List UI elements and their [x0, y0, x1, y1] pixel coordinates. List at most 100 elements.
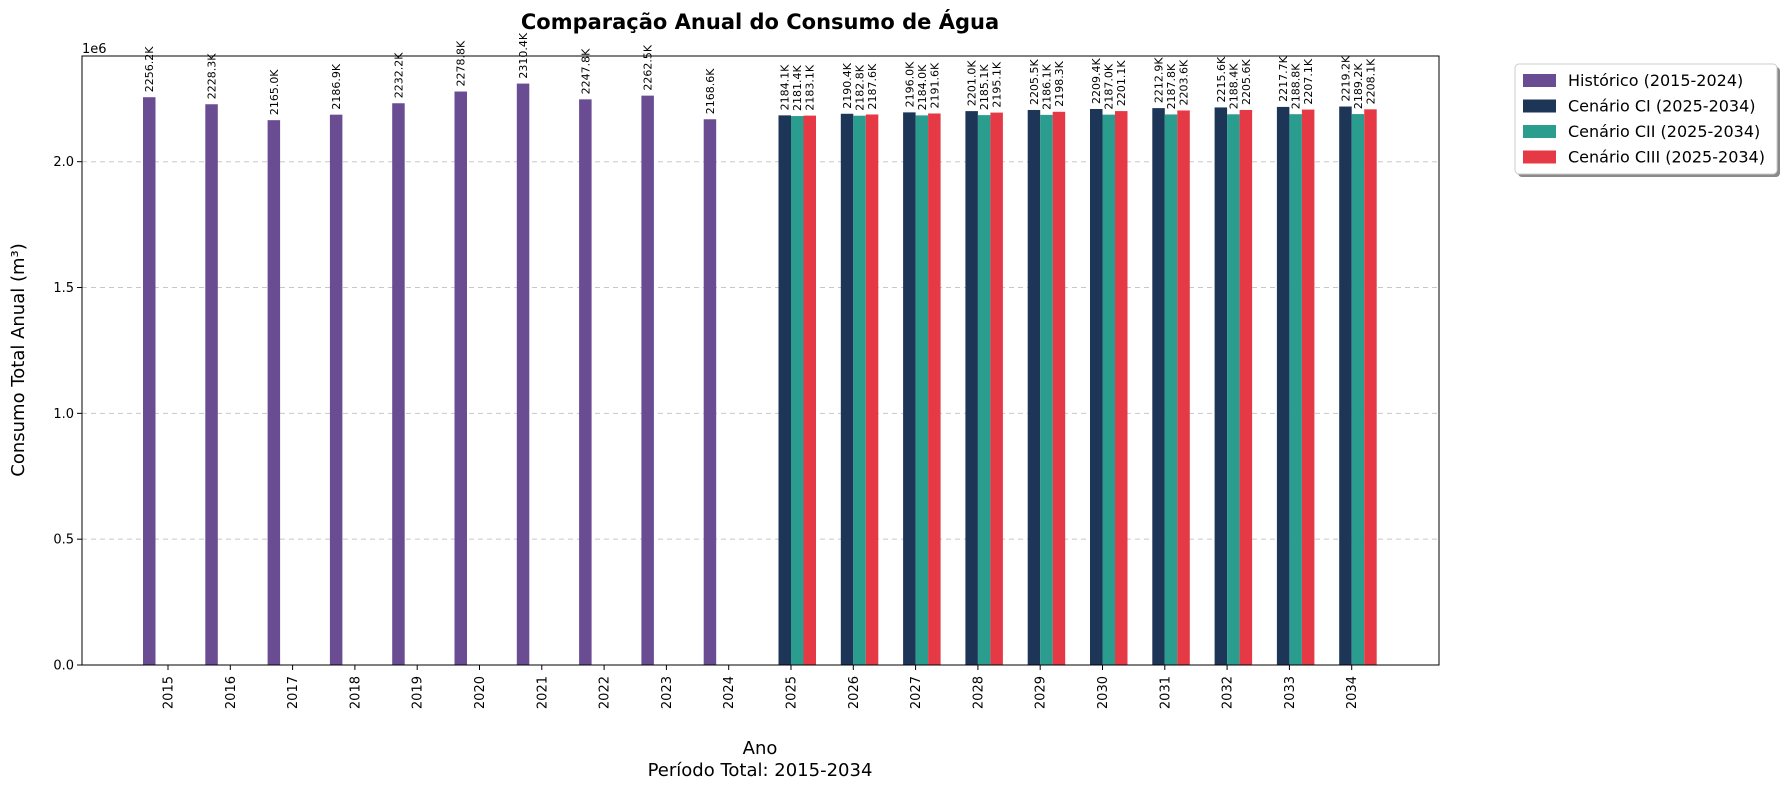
bar-value-label: 2262.5K [642, 44, 655, 90]
bar [1040, 114, 1053, 665]
bar-value-label: 2217.7K [1277, 55, 1290, 101]
x-tick-label: 2018 [348, 676, 363, 709]
bar [267, 120, 281, 665]
bar [915, 115, 929, 666]
x-axis: 2015 2016 2017 2018 2019 2020 2021 2022 2023 2024… [162, 665, 1360, 709]
bar-value-label: 2188.4K [1227, 63, 1240, 109]
bar-value-label: 2185.1K [978, 64, 991, 110]
bar-value-label: 2165.0K [268, 69, 281, 115]
legend-entry: Cenário CI (2025-2034) [1568, 97, 1756, 116]
bars [143, 83, 1377, 666]
legend-swatch [1523, 125, 1556, 138]
bar [392, 103, 405, 665]
bar-value-label: 2190.4K [841, 62, 854, 108]
bar-value-label: 2168.6K [704, 68, 717, 114]
bar-value-label: 2188.8K [1290, 63, 1303, 109]
bar [778, 115, 791, 665]
bar-value-label: 2187.6K [866, 63, 879, 109]
bar [840, 113, 854, 666]
bar-value-label: 2187.8K [1165, 63, 1178, 109]
bar-value-label: 2187.0K [1103, 63, 1116, 109]
bar [1227, 114, 1240, 665]
bar [928, 113, 941, 665]
chart-title: Comparação Anual do Consumo de Água [521, 9, 999, 34]
bar [1115, 111, 1128, 666]
legend-entry: Cenário CIII (2025-2034) [1568, 148, 1765, 167]
x-tick-label: 2015 [162, 676, 177, 709]
x-tick-label: 2032 [1221, 676, 1236, 709]
y-tick-label: 0.5 [53, 533, 74, 548]
bar-value-label: 2228.3K [206, 53, 219, 99]
bar-value-label: 2278.8K [455, 40, 468, 86]
bar-value-label: 2203.6K [1178, 59, 1191, 105]
bar [516, 83, 530, 665]
bar [1301, 109, 1315, 665]
bar [853, 115, 866, 665]
bar-value-label: 2310.4K [517, 32, 530, 78]
y-tick-label: 2.0 [53, 155, 74, 170]
bar [1090, 108, 1103, 665]
bar [1339, 106, 1352, 665]
bar-value-label: 2215.6K [1215, 56, 1228, 102]
bar-value-label: 2184.0K [916, 64, 929, 110]
bar [703, 119, 717, 666]
x-tick-label: 2034 [1345, 676, 1360, 709]
x-tick-label: 2027 [909, 676, 924, 709]
x-axis-label: Ano [743, 738, 778, 759]
y-tick-label: 0.0 [53, 659, 74, 674]
legend-swatch [1523, 99, 1556, 113]
bar-value-label: 2195.1K [991, 61, 1004, 107]
bar-value-label: 2181.4K [791, 65, 804, 111]
bar-value-label: 2186.1K [1040, 63, 1053, 109]
bar [1164, 114, 1178, 666]
bar-value-label: 2191.6K [928, 62, 941, 108]
bar-value-label: 2196.0K [903, 61, 916, 107]
bar [803, 115, 816, 665]
bar [965, 111, 978, 665]
legend-entry: Cenário CII (2025-2034) [1568, 122, 1760, 141]
bar-value-label: 2198.3K [1053, 60, 1066, 106]
bar-value-label: 2186.9K [330, 63, 343, 109]
x-tick-label: 2021 [535, 676, 550, 709]
bar [977, 115, 991, 665]
bar-value-label: 2189.2K [1352, 63, 1365, 109]
x-tick-label: 2026 [847, 676, 862, 709]
x-axis-sublabel: Período Total: 2015-2034 [648, 760, 873, 781]
bar [1052, 111, 1066, 665]
bar-value-label: 2219.2K [1339, 55, 1352, 101]
bar-value-label: 2232.2K [392, 52, 405, 98]
bar [1289, 114, 1302, 666]
x-tick-label: 2033 [1283, 676, 1298, 709]
bar [1239, 109, 1253, 665]
x-tick-label: 2022 [598, 676, 613, 709]
x-tick-label: 2031 [1158, 676, 1173, 709]
bar [143, 97, 156, 665]
x-tick-label: 2020 [473, 676, 488, 709]
bar-value-label: 2208.1K [1364, 58, 1377, 104]
bar-value-label: 2212.9K [1153, 57, 1166, 103]
bar [1351, 114, 1365, 666]
bar [1214, 107, 1228, 665]
y-tick-label: 1.0 [53, 407, 74, 422]
x-tick-label: 2028 [971, 676, 986, 709]
x-tick-label: 2025 [785, 676, 800, 709]
bar [205, 104, 218, 665]
bar [1276, 106, 1290, 666]
y-offset-label: 1e6 [82, 42, 107, 57]
x-tick-label: 2016 [224, 676, 239, 709]
legend: Histórico (2015-2024) Cenário CI (2025-20… [1514, 63, 1780, 177]
y-axis: 0.0 0.5 1.0 1.5 2.0 [53, 155, 82, 674]
bar [579, 99, 592, 666]
grid [82, 161, 1439, 540]
legend-swatch [1523, 150, 1556, 164]
bar-value-label: 2205.5K [1028, 58, 1041, 104]
bar [1177, 110, 1190, 665]
bar [1364, 109, 1377, 665]
bar-value-label: 2247.8K [579, 48, 592, 94]
bar [903, 112, 916, 666]
x-tick-label: 2019 [411, 676, 426, 709]
bar-value-label: 2201.1K [1115, 60, 1128, 106]
bar-value-label: 2201.0K [966, 60, 979, 106]
legend-box [1514, 63, 1778, 175]
